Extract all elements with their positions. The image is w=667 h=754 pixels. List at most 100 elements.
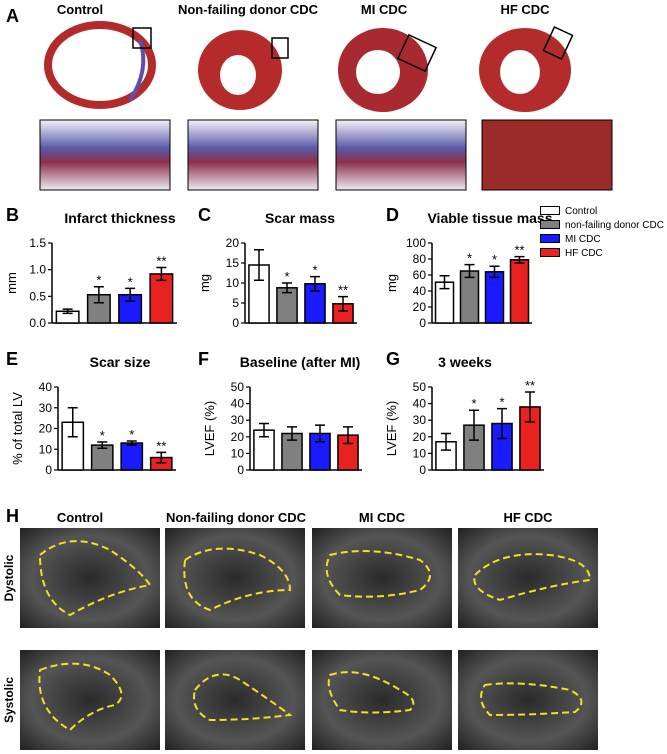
panel-letter: A [6,6,19,26]
significance: ** [156,438,166,453]
y-tick-label: 40 [231,397,245,411]
y-tick-label: 100 [406,236,426,250]
y-tick-label: 30 [413,413,427,427]
echo-images [20,528,598,750]
significance: * [284,269,289,284]
heart-images [39,21,613,191]
y-tick-label: 50 [413,380,427,394]
legend-label: HF CDC [565,248,603,259]
y-tick-label: 20 [413,300,427,314]
legend-entry: Control [540,206,665,217]
error-bar [497,407,507,440]
chart-title: Scar mass [265,210,335,226]
column-label: Control [57,510,103,525]
legend-swatch [540,248,560,257]
panel-letter: E [6,349,18,369]
y-tick-label: 20 [226,236,240,250]
error-bar [282,282,292,294]
error-bar [441,432,451,451]
panel-letter: G [386,349,400,369]
legend-label: non-failing donor CDC [565,220,664,231]
y-tick-label: 0.5 [29,289,46,303]
error-bar [489,265,500,279]
legend-label: Control [565,206,598,217]
y-tick-label: 10 [231,446,245,460]
bar [149,273,174,324]
legend-swatch [540,220,560,229]
chart-title: Viable tissue mass [427,210,552,226]
row-label: Systolic [2,677,16,723]
error-bar [67,407,78,438]
y-tick-label: 60 [413,268,427,282]
error-bar [97,441,108,449]
panel-letter: D [386,205,399,225]
chart-title: Baseline (after MI) [240,354,361,370]
error-bar [156,266,167,282]
significance: ** [514,243,524,258]
bar [509,259,530,324]
legend-entry: HF CDC [540,248,665,259]
error-bar [338,295,348,312]
bar [459,270,480,324]
chart-title: Scar size [90,354,151,370]
significance: ** [525,378,535,393]
legend-label: MI CDC [565,234,601,245]
y-axis-label: LVEF (%) [202,401,217,456]
y-tick-label: 50 [231,380,245,394]
significance: * [492,252,497,267]
significance: * [128,274,133,289]
chart-title: Infarct thickness [64,210,175,226]
column-label: HF CDC [503,510,553,525]
y-axis-label: mg [197,274,212,292]
error-bar [310,275,320,292]
significance: ** [338,283,348,298]
y-tick-label: 5 [232,296,239,310]
y-axis-label: LVEF (%) [384,401,399,456]
y-tick-label: 20 [39,422,53,436]
y-tick-label: 40 [413,397,427,411]
bar [484,271,505,324]
image-label: Control [57,2,103,17]
significance: * [129,427,134,442]
legend-entry: MI CDC [540,234,665,245]
error-bar [254,249,264,281]
image-label: MI CDC [361,2,408,17]
y-tick-label: 1.5 [29,236,46,250]
y-tick-label: 10 [413,446,427,460]
y-tick-label: 0.0 [29,316,46,330]
significance: * [467,251,472,266]
y-tick-label: 10 [39,442,53,456]
legend-entry: non-failing donor CDC [540,220,665,231]
y-tick-label: 20 [413,430,427,444]
significance: * [312,263,317,278]
error-bar [514,255,525,264]
bar [120,442,144,471]
error-bar [469,409,479,441]
significance: ** [156,254,166,269]
y-axis-label: % of total LV [10,392,25,465]
error-bar [62,308,73,315]
panel-letter: B [6,205,19,225]
y-axis-label: mm [4,272,19,294]
y-tick-label: 0 [237,463,244,477]
error-bar [287,426,297,441]
error-bar [125,287,136,302]
y-tick-label: 10 [226,276,240,290]
y-tick-label: 0 [45,463,52,477]
y-tick-label: 0 [419,463,426,477]
y-tick-label: 1.0 [29,263,46,277]
panel-letter: H [6,506,19,526]
image-label: Non-failing donor CDC [178,2,319,17]
y-tick-label: 0 [232,316,239,330]
row-label: Dystolic [2,554,16,601]
panel-letter: C [198,205,211,225]
column-label: MI CDC [359,510,406,525]
y-tick-label: 30 [39,401,53,415]
error-bar [315,424,325,443]
chart-title: 3 weeks [438,354,492,370]
y-tick-label: 40 [39,380,53,394]
legend: Control non-failing donor CDC MI CDC HF CDC [540,206,665,262]
y-tick-label: 30 [231,413,245,427]
